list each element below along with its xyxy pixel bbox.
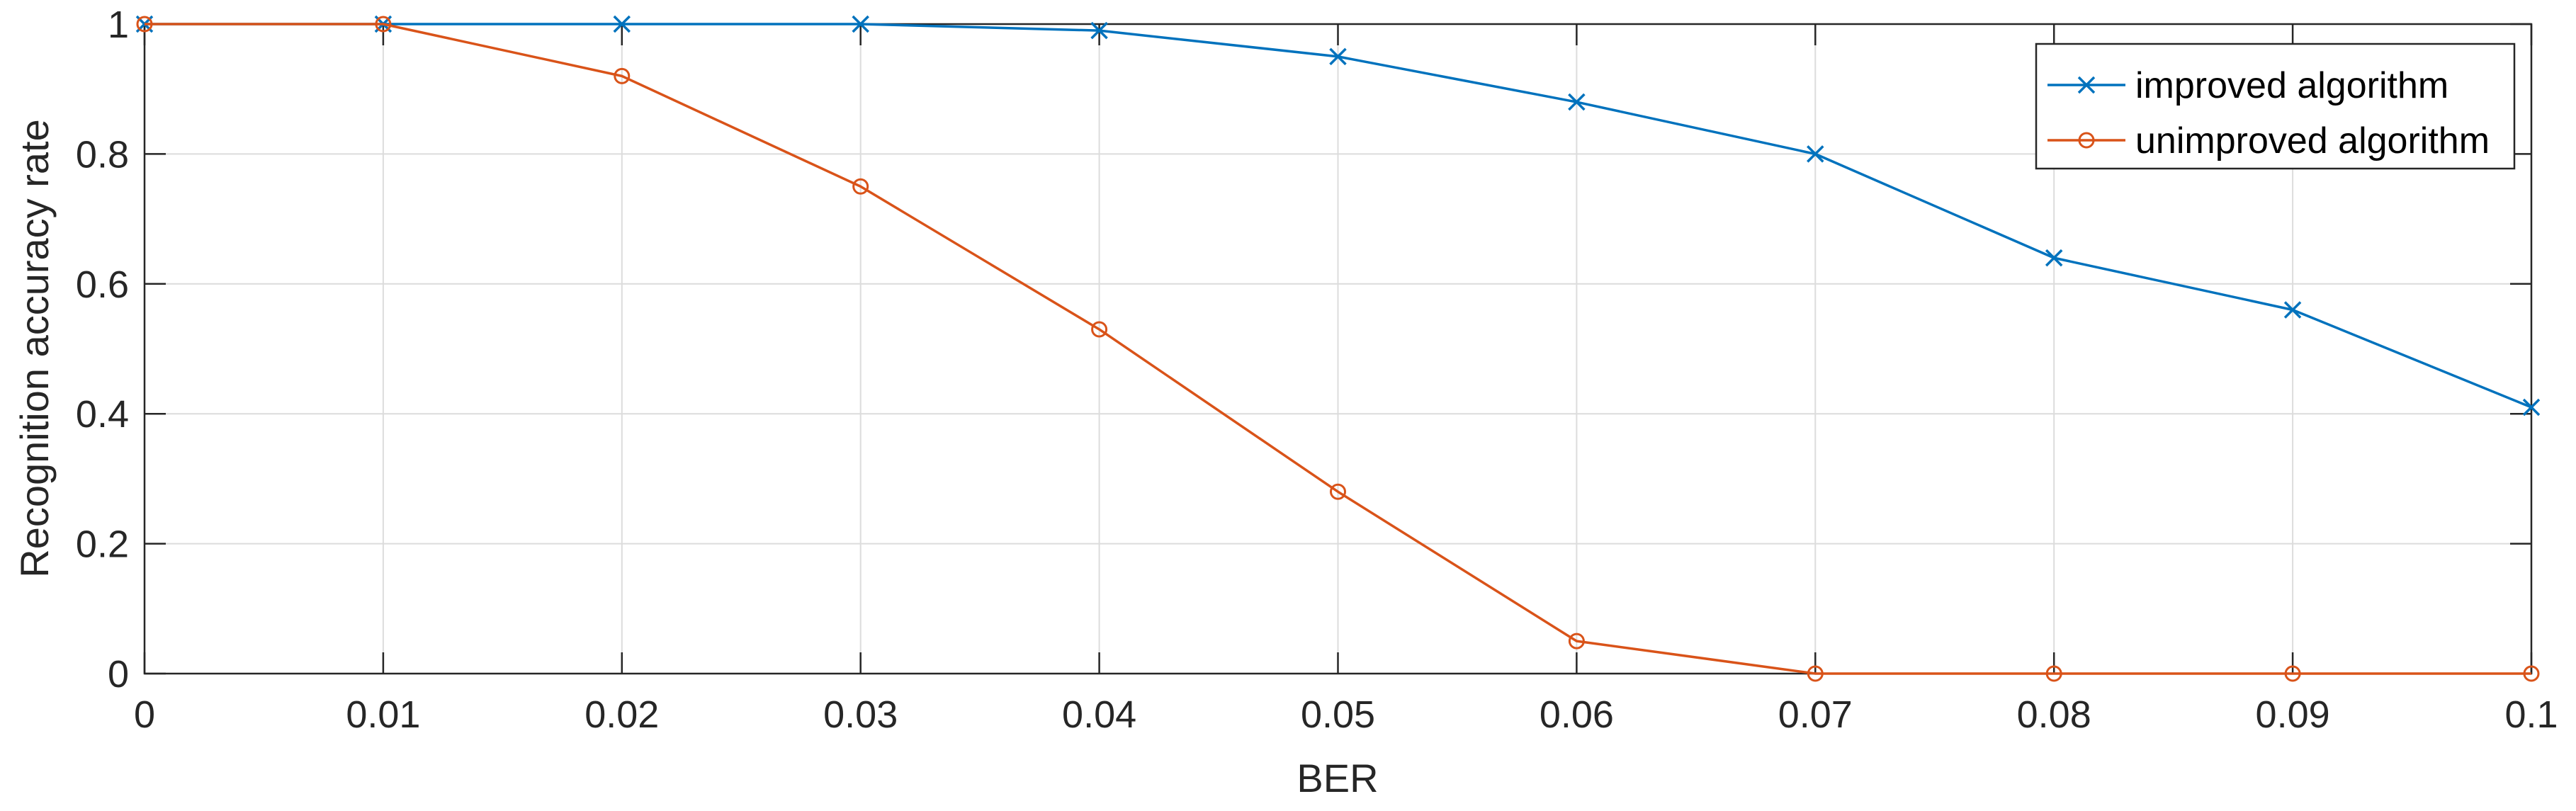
legend-item: unimproved algorithm (2047, 120, 2490, 161)
data-point (1329, 47, 1347, 66)
data-point (136, 16, 153, 33)
legend-marker (2077, 76, 2096, 94)
legend-marker (2078, 132, 2095, 149)
series-unimproved (136, 16, 2540, 682)
series-layer (135, 15, 2541, 682)
x-tick-label: 0.08 (2017, 693, 2091, 736)
y-tick-label: 0 (108, 653, 129, 696)
x-tick-labels: 0 0.01 0.02 0.03 0.04 0.05 0.06 0.07 0.08 0.09 0.1 (134, 693, 2558, 736)
data-point (2045, 249, 2063, 267)
x-tick-label: 0.09 (2256, 693, 2330, 736)
x-tick-label: 0.01 (346, 693, 420, 736)
series-line (145, 23, 2531, 675)
ticks (143, 23, 2533, 675)
data-point (614, 67, 631, 84)
data-point (852, 178, 869, 195)
x-tick-label: 0.1 (2504, 693, 2558, 736)
y-tick-labels: 0 0.2 0.4 0.6 0.8 1 (76, 4, 129, 696)
data-point (1807, 665, 1824, 682)
data-point (2283, 301, 2302, 319)
y-tick-label: 0.4 (76, 393, 129, 436)
x-tick-label: 0.02 (584, 693, 659, 736)
x-tick-label: 0.07 (1778, 693, 1853, 736)
data-point (1330, 483, 1346, 500)
x-tick-label: 0 (134, 693, 155, 736)
data-point (2522, 398, 2541, 416)
data-point (1091, 321, 1108, 338)
data-point (852, 15, 869, 33)
y-tick-label: 0.6 (76, 263, 129, 306)
y-axis-label: Recognition accuracy rate (12, 119, 57, 577)
data-point (1090, 21, 1108, 40)
x-tick-label: 0.04 (1062, 693, 1136, 736)
x-tick-label: 0.06 (1540, 693, 1614, 736)
legend: improved algorithm unimproved algorithm (2035, 42, 2516, 170)
data-point (2284, 665, 2301, 682)
x-tick-label: 0.05 (1301, 693, 1375, 736)
x-axis-label: BER (1297, 756, 1378, 800)
data-point (1568, 633, 1585, 650)
y-tick-label: 0.2 (76, 523, 129, 566)
legend-box (2035, 42, 2516, 170)
x-tick-label: 0.03 (823, 693, 898, 736)
data-point (1807, 145, 1824, 163)
data-point (2045, 665, 2062, 682)
legend-item: improved algorithm (2047, 65, 2448, 106)
y-tick-label: 0.8 (76, 133, 129, 176)
data-point (375, 16, 392, 33)
data-point (613, 15, 631, 33)
y-tick-label: 1 (108, 4, 129, 46)
legend-label: improved algorithm (2135, 65, 2448, 106)
legend-label: unimproved algorithm (2135, 120, 2490, 161)
data-point (1568, 93, 1586, 111)
data-point (2523, 665, 2540, 682)
legend-items: improved algorithm unimproved algorithm (2047, 65, 2490, 161)
